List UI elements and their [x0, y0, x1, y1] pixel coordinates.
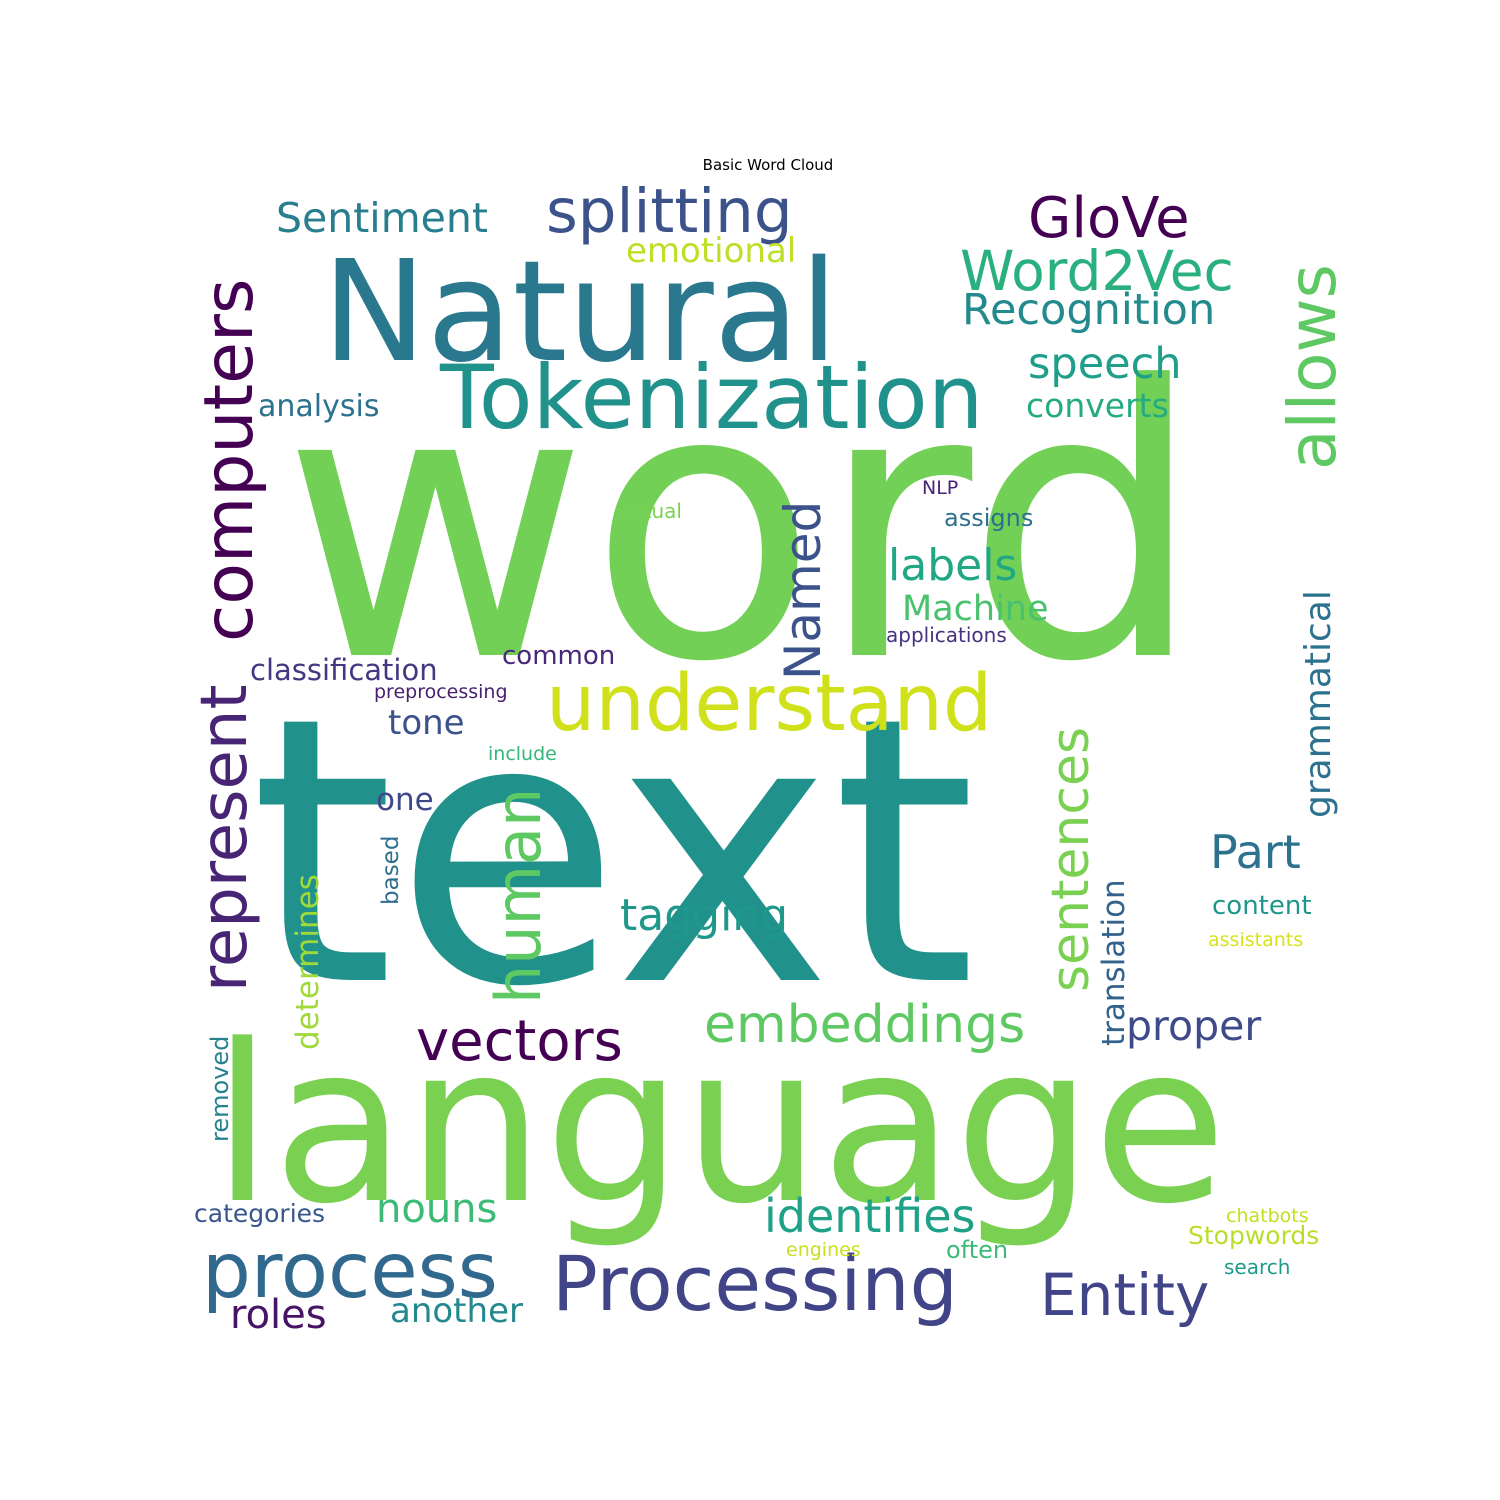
word-grammatical: grammatical — [1298, 590, 1339, 818]
word-speech: speech — [1028, 339, 1182, 389]
word-tone: tone — [388, 703, 465, 743]
word-virtual: virtual — [618, 499, 682, 523]
word-language: language — [212, 999, 1227, 1252]
word-tokenization: Tokenization — [439, 346, 984, 449]
word-labels: labels — [888, 540, 1017, 591]
word-sentences: sentences — [1041, 727, 1101, 992]
word-word: word — [282, 308, 1204, 744]
word-another: another — [390, 1291, 523, 1331]
word-glove: GloVe — [1028, 186, 1190, 251]
word-named: Named — [774, 501, 832, 680]
word-understand: understand — [546, 659, 992, 749]
word-emotional: emotional — [626, 231, 796, 271]
word-engines: engines — [786, 1239, 861, 1261]
word-part: Part — [1210, 825, 1301, 879]
word-human: human — [482, 788, 555, 1004]
word-determines: determines — [290, 874, 326, 1050]
word-assigns: assigns — [944, 504, 1033, 532]
word-stopwords: Stopwords — [1188, 1221, 1319, 1250]
word-word2vec: Word2Vec — [960, 239, 1234, 303]
word-process: process — [202, 1227, 498, 1316]
word-sentiment: Sentiment — [276, 194, 488, 242]
word-common: common — [502, 641, 615, 671]
word-splitting: splitting — [546, 176, 793, 247]
word-search: search — [1224, 1255, 1290, 1279]
word-classification: classification — [250, 653, 438, 687]
word-text: text — [250, 638, 976, 1067]
word-translation: translation — [1096, 879, 1132, 1046]
word-removed: removed — [206, 1036, 234, 1142]
word-entity: Entity — [1040, 1261, 1209, 1329]
word-assistants: assistants — [1208, 929, 1303, 951]
word-chatbots: chatbots — [1226, 1205, 1309, 1227]
word-based: based — [378, 836, 404, 905]
word-analysis: analysis — [258, 389, 379, 424]
word-nouns: nouns — [376, 1186, 497, 1232]
word-nlp: NLP — [922, 477, 958, 499]
word-natural: Natural — [322, 231, 838, 394]
word-converts: converts — [1026, 386, 1169, 425]
word-applications: applications — [886, 623, 1007, 647]
word-tagging: tagging — [620, 890, 788, 941]
word-recognition: Recognition — [962, 285, 1215, 335]
word-allows: allows — [1274, 264, 1351, 470]
word-vectors: vectors — [416, 1009, 623, 1074]
word-include: include — [488, 743, 557, 765]
word-categories: categories — [194, 1199, 325, 1228]
word-machine: Machine — [902, 589, 1049, 629]
word-identifies: identifies — [764, 1189, 976, 1243]
word-represent: represent — [188, 684, 262, 992]
word-proper: proper — [1126, 1002, 1261, 1050]
word-one: one — [376, 782, 434, 818]
word-often: often — [946, 1236, 1008, 1264]
chart-title: Basic Word Cloud — [702, 156, 834, 174]
word-processing: Processing — [552, 1239, 958, 1328]
word-content: content — [1212, 891, 1312, 921]
word-preprocessing: preprocessing — [374, 681, 508, 703]
word-computers: computers — [190, 279, 269, 642]
word-embeddings: embeddings — [704, 995, 1025, 1055]
word-roles: roles — [230, 1292, 327, 1338]
